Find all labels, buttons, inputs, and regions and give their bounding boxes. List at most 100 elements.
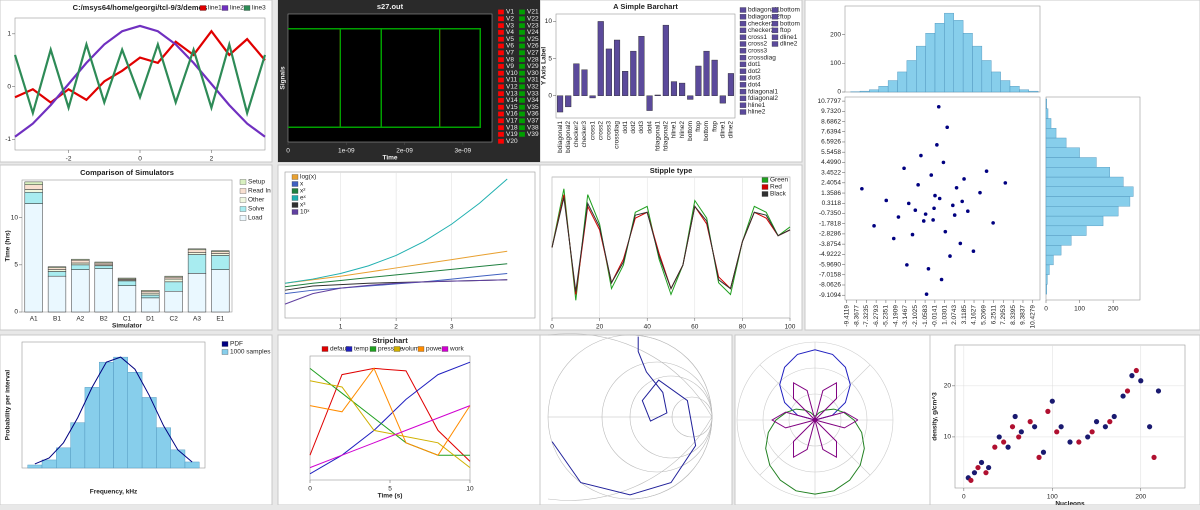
legend-label: V39 <box>527 131 539 138</box>
legend-label: power <box>426 346 445 353</box>
bar-segment <box>141 291 159 293</box>
point <box>991 221 995 225</box>
x-tick-label: 5.2069 <box>981 305 988 325</box>
legend-swatch <box>322 347 328 352</box>
x-tick-label: 3.1185 <box>961 305 968 325</box>
histogram-bar <box>71 423 85 468</box>
legend-swatch <box>519 57 525 62</box>
legend-swatch <box>519 30 525 35</box>
chart-title: C:/msys64/home/georgi/tcl-9/3/demos <box>73 3 208 12</box>
bar-segment <box>48 270 66 272</box>
legend-swatch <box>740 21 746 26</box>
point <box>911 233 915 237</box>
x-axis-label: Nucleons <box>1055 501 1085 505</box>
point <box>1067 439 1072 444</box>
x-tick-label: -2.1025 <box>912 305 919 327</box>
x-tick-label: dot4 <box>646 121 653 134</box>
histogram-bar <box>1046 109 1048 119</box>
x-tick-label: 1.0301 <box>941 305 948 325</box>
x-tick-label: 4.1627 <box>971 305 978 325</box>
y-tick-label: 1.3586 <box>821 190 841 197</box>
point <box>937 105 941 109</box>
point <box>892 237 896 241</box>
legend-label: line1 <box>208 5 222 12</box>
legend-swatch <box>240 216 246 221</box>
y-tick-label: 3.4522 <box>821 169 841 176</box>
legend-swatch <box>498 37 504 42</box>
bar-segment <box>48 276 66 312</box>
legend-swatch <box>498 78 504 83</box>
x-tick-label: 20 <box>596 324 604 331</box>
x-axis-label: Time (s) <box>378 493 403 500</box>
bar <box>647 96 653 111</box>
legend-swatch <box>740 82 746 87</box>
x-tick-label: 0 <box>286 148 290 155</box>
bar-segment <box>71 263 89 265</box>
histogram-bar <box>1046 128 1056 138</box>
legend-swatch <box>498 132 504 137</box>
bar <box>663 25 669 96</box>
histogram-bar <box>1046 118 1051 128</box>
legend-swatch <box>292 182 298 187</box>
legend-label: Solve <box>248 206 265 213</box>
histogram-bar <box>28 465 42 468</box>
bar <box>655 95 661 96</box>
point <box>1090 429 1095 434</box>
x-tick-label: 5 <box>388 486 392 493</box>
x-tick-label: dline1 <box>720 121 727 139</box>
legend-swatch <box>200 6 206 11</box>
x-axis-label: Time <box>382 155 397 162</box>
point <box>860 187 864 191</box>
point <box>992 445 997 450</box>
point <box>933 194 937 198</box>
point <box>1028 419 1033 424</box>
point <box>978 191 982 195</box>
legend-swatch <box>418 347 424 352</box>
x-tick-label: -4.1909 <box>892 305 899 327</box>
legend-swatch <box>346 347 352 352</box>
legend-swatch <box>772 35 778 40</box>
bar-segment <box>211 255 229 269</box>
x-tick-label: C2 <box>170 316 179 323</box>
bar <box>614 40 620 96</box>
x-tick-label: A2 <box>76 316 84 323</box>
y-tick-label: 10.7797 <box>818 98 842 105</box>
point <box>1076 439 1081 444</box>
panel <box>278 165 540 330</box>
y-tick-label: 20 <box>944 383 952 390</box>
bar-segment <box>95 269 113 312</box>
legend-swatch <box>292 175 298 180</box>
y-tick-label: 7.6394 <box>821 128 841 135</box>
y-tick-label: -7.0158 <box>819 271 841 278</box>
bar-segment <box>71 259 89 260</box>
x-tick-label: fdiagonal1 <box>654 121 661 151</box>
point <box>959 242 963 246</box>
legend-swatch <box>772 28 778 33</box>
legend-swatch <box>519 118 525 123</box>
x-tick-label: 3e-09 <box>455 148 472 155</box>
histogram-bar <box>1046 255 1053 265</box>
bar-segment <box>71 260 89 263</box>
bar-segment <box>48 267 66 268</box>
x-tick-label: 60 <box>691 324 699 331</box>
bar-segment <box>25 185 43 190</box>
legend-swatch <box>740 8 746 13</box>
chart-title: A Simple Barchart <box>613 2 678 11</box>
y-tick-label: 8.6862 <box>821 118 841 125</box>
histogram-bar <box>1001 81 1010 92</box>
x-tick-label: -0.0141 <box>932 305 939 327</box>
bar-segment <box>118 286 136 312</box>
point <box>929 173 933 177</box>
legend-swatch <box>498 30 504 35</box>
histogram-bar <box>1046 99 1047 109</box>
bar-segment <box>141 290 159 291</box>
bar <box>704 51 710 96</box>
bar-segment <box>25 182 43 185</box>
y-axis-label: Signals <box>280 66 287 90</box>
y-tick-label: 0 <box>7 83 11 90</box>
x-tick-label: 40 <box>644 324 652 331</box>
point <box>940 278 944 282</box>
point <box>902 166 906 170</box>
x-tick-label: A1 <box>30 316 38 323</box>
bar <box>679 83 685 96</box>
